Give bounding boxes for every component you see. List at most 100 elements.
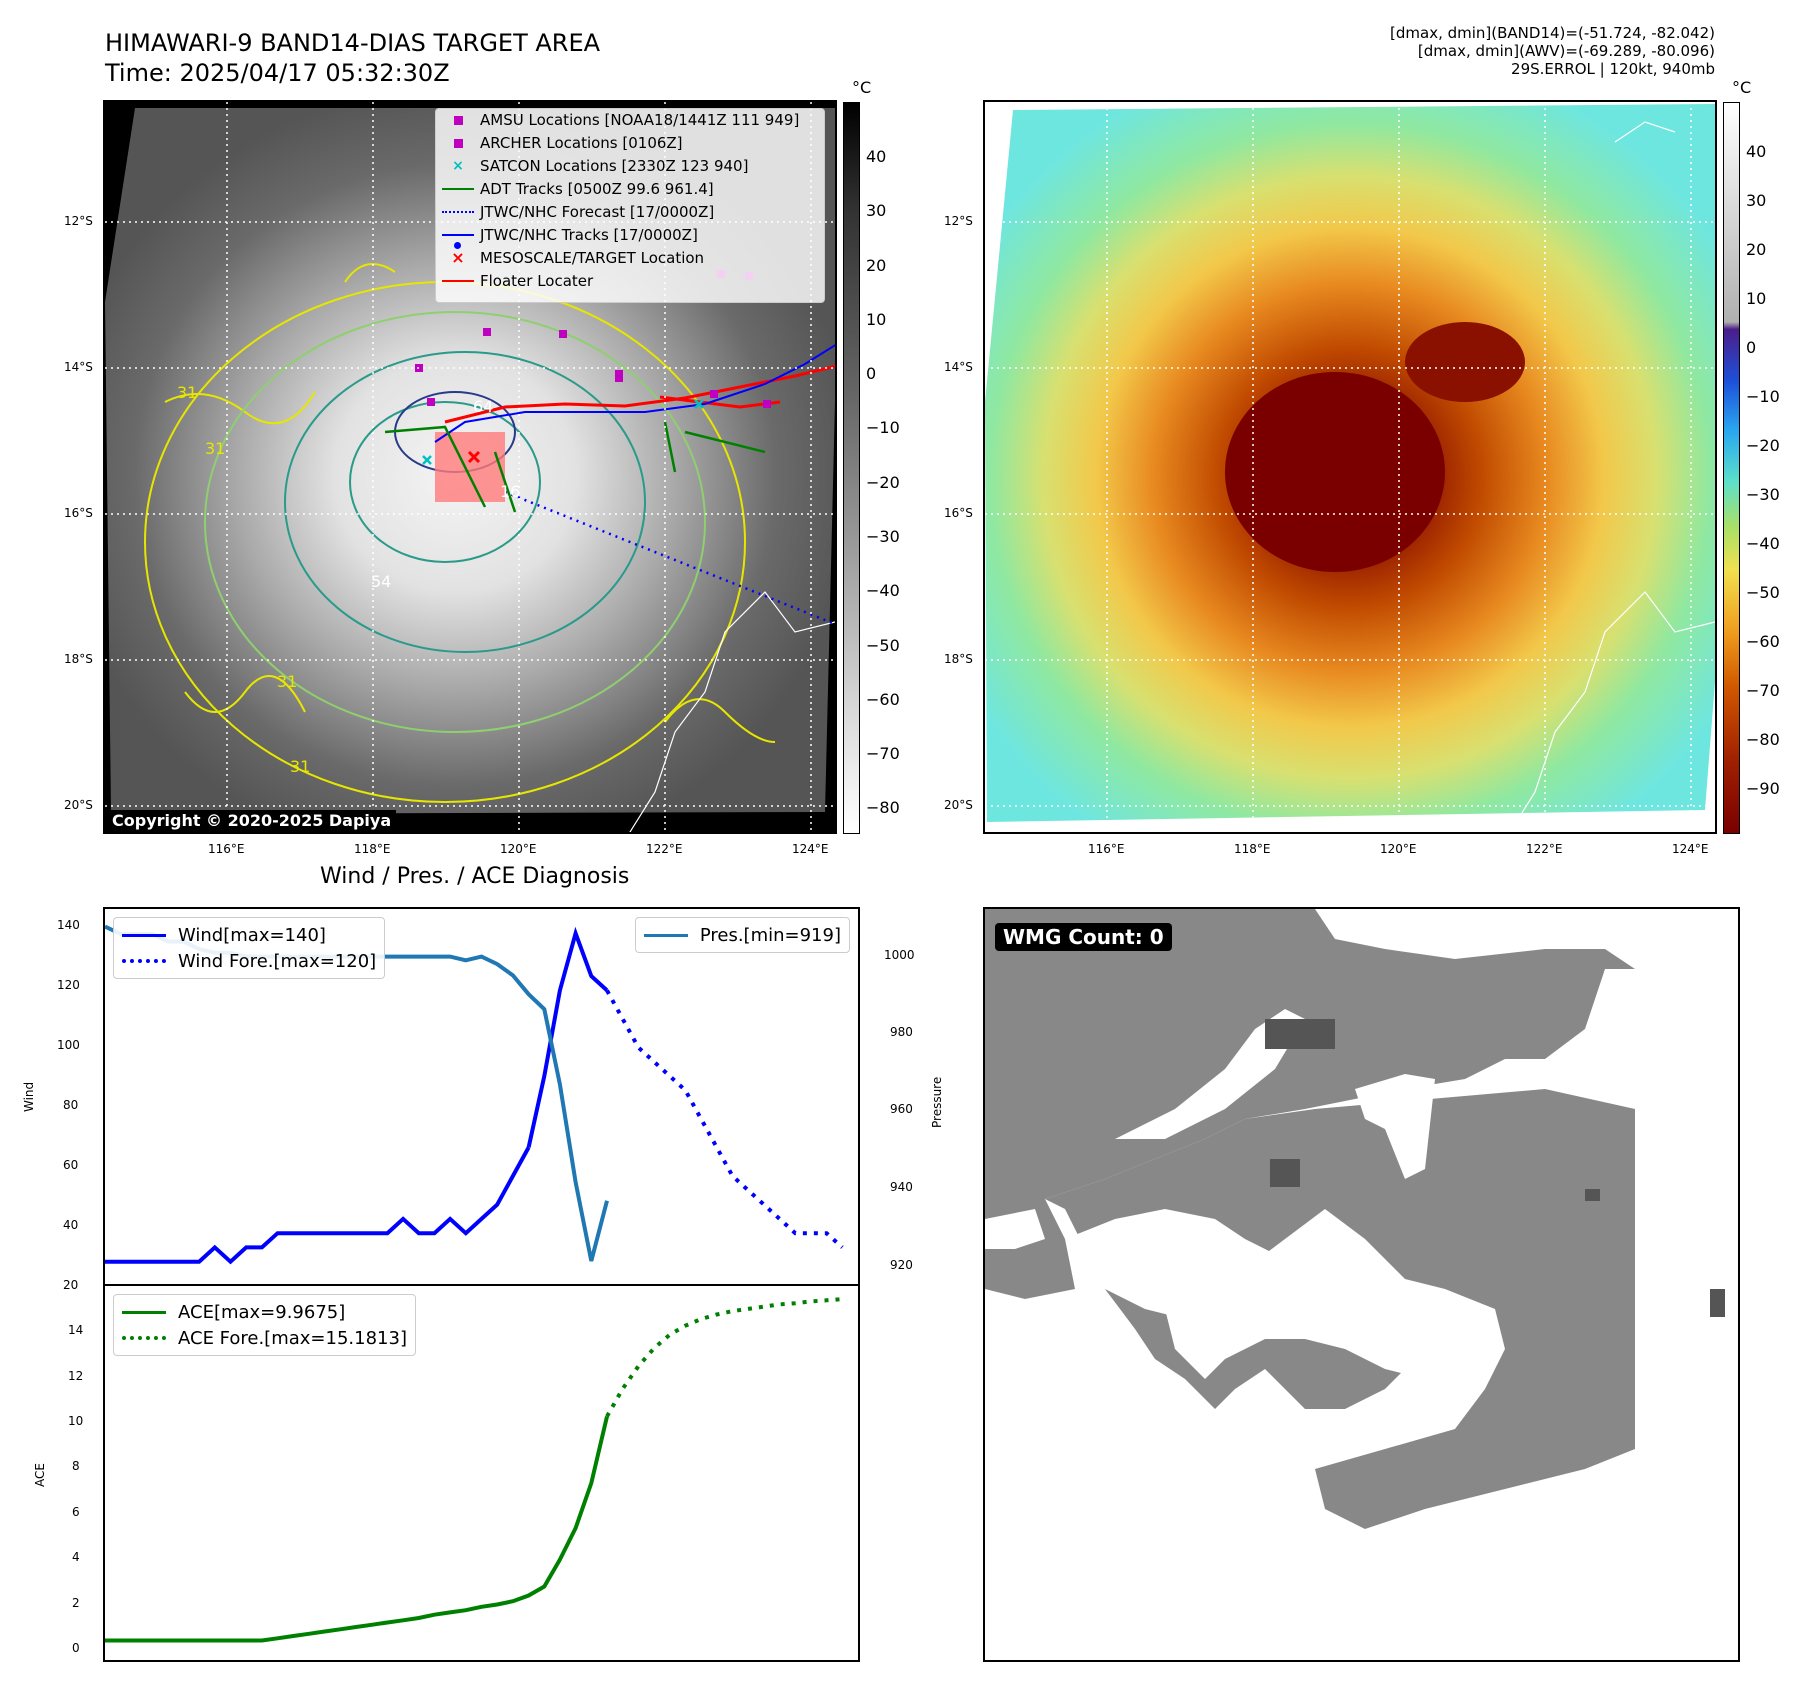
wind-tick: 140 [57, 918, 80, 932]
colorbar-tick: −90 [1746, 779, 1780, 798]
legend-label: SATCON Locations [2330Z 123 940] [480, 157, 749, 176]
ace-legend: ACE[max=9.9675] ACE Fore.[max=15.1813] [113, 1294, 416, 1356]
stats-storm: 29S.ERROL | 120kt, 940mb [1511, 60, 1715, 78]
lat-tick: 20°S [944, 798, 973, 812]
colorbar-tick: 10 [866, 310, 887, 329]
legend-label: ACE Fore.[max=15.1813] [178, 1327, 407, 1349]
lon-tick: 116°E [1088, 842, 1125, 856]
contour-label: 54 [371, 572, 391, 591]
wind-tick: 120 [57, 978, 80, 992]
legend-label: ADT Tracks [0500Z 99.6 961.4] [480, 180, 714, 199]
wind-tick: 40 [63, 1218, 79, 1232]
lat-tick: 12°S [944, 214, 973, 228]
legend-label: ACE[max=9.9675] [178, 1301, 346, 1323]
lon-tick: 122°E [1526, 842, 1563, 856]
colorbar-tick: −10 [1746, 387, 1780, 406]
legend-label: JTWC/NHC Forecast [17/0000Z] [480, 203, 715, 221]
x-marker-icon: × [452, 158, 464, 175]
ace-tick: 8 [72, 1459, 80, 1473]
wind-series-line [526, 926, 609, 1148]
colorbar-unit: °C [852, 78, 872, 97]
pressure-tick: 980 [890, 1025, 913, 1039]
title-line-2: Time: 2025/04/17 05:32:30Z [105, 59, 450, 87]
lat-tick: 14°S [944, 360, 973, 374]
ace-tick: 0 [72, 1641, 80, 1655]
awv-map-image [985, 102, 1715, 832]
colorbar-tick: 0 [866, 364, 877, 383]
lat-tick: 20°S [64, 798, 93, 812]
wind-series-line [105, 1146, 531, 1265]
wmg-panel: WMG Count: 0 [983, 907, 1740, 1662]
colorbar-tick: 10 [1746, 289, 1767, 308]
solid-line-icon [122, 1310, 166, 1314]
wind-series-line [605, 989, 844, 1249]
dotted-line-icon [122, 959, 166, 963]
line-dot-icon [436, 233, 480, 249]
colorbar-tick: −20 [1746, 436, 1780, 455]
legend-label: JTWC/NHC Tracks [17/0000Z] [480, 225, 698, 244]
pressure-tick: 920 [890, 1258, 913, 1272]
ace-tick: 12 [68, 1369, 84, 1383]
colorbar-tick: −60 [1746, 632, 1780, 651]
legend-item-wind: Wind[max=140] [122, 922, 376, 948]
ace-tick: 2 [72, 1596, 80, 1610]
lon-tick: 118°E [354, 842, 391, 856]
colorbar-tick: −50 [1746, 583, 1780, 602]
wind-tick: 60 [63, 1158, 79, 1172]
legend-label: ARCHER Locations [0106Z] [480, 134, 683, 153]
colorbar-tick: 30 [866, 201, 887, 220]
legend-item-floater: Floater Locater [436, 269, 824, 292]
copyright-label: Copyright © 2020-2025 Dapiya [107, 810, 397, 831]
pressure-axis-label: Pressure [930, 1076, 944, 1128]
colorbar-unit: °C [1732, 78, 1752, 97]
colorbar-right [1723, 102, 1740, 834]
legend-item-jtwc-tracks: JTWC/NHC Tracks [17/0000Z] [436, 223, 824, 249]
colorbar-tick: −70 [866, 744, 900, 763]
lon-tick: 118°E [1234, 842, 1271, 856]
legend-label: Wind Fore.[max=120] [178, 950, 377, 972]
colorbar-tick: 40 [1746, 142, 1767, 161]
ace-series-line [605, 1297, 843, 1418]
colorbar-tick: −10 [866, 418, 900, 437]
colorbar-tick: −80 [866, 798, 900, 817]
legend-label: MESOSCALE/TARGET Location [480, 248, 705, 267]
lat-tick: 16°S [944, 506, 973, 520]
graticule [985, 102, 1715, 832]
contour-label: 16 [500, 482, 520, 501]
solid-line-icon [122, 933, 166, 937]
legend-item-wind-fore: Wind Fore.[max=120] [122, 948, 376, 974]
contour-label: 31 [290, 757, 310, 776]
legend-item-pressure: Pres.[min=919] [643, 922, 841, 948]
lat-tick: 18°S [64, 652, 93, 666]
colorbar-left [843, 102, 860, 834]
dotted-line-icon [122, 1336, 166, 1340]
legend-item-archer: ARCHER Locations [0106Z] [436, 132, 824, 155]
wind-axis-label: Wind [22, 1081, 36, 1112]
solid-line-icon [643, 933, 688, 937]
diagnosis-title: Wind / Pres. / ACE Diagnosis [320, 864, 630, 889]
line-marker-icon [436, 188, 480, 191]
lon-tick: 120°E [1380, 842, 1417, 856]
contour-label: 31 [277, 672, 297, 691]
legend-item-adt: ADT Tracks [0500Z 99.6 961.4] [436, 178, 824, 201]
pressure-tick: 1000 [884, 948, 915, 962]
lat-tick: 16°S [64, 506, 93, 520]
legend-label: Pres.[min=919] [699, 924, 841, 946]
colorbar-tick: −70 [1746, 681, 1780, 700]
lat-tick: 12°S [64, 214, 93, 228]
contour-label: 31 [177, 383, 197, 402]
square-marker-icon [436, 138, 480, 148]
wind-legend: Wind[max=140] Wind Fore.[max=120] [113, 917, 386, 979]
colorbar-tick: −20 [866, 473, 900, 492]
lon-tick: 122°E [646, 842, 683, 856]
colorbar-tick: −40 [1746, 534, 1780, 553]
contour-label: 31 [205, 439, 225, 458]
lon-tick: 124°E [792, 842, 829, 856]
colorbar-tick: −50 [866, 636, 900, 655]
wmg-image [985, 909, 1725, 1529]
colorbar-tick: 0 [1746, 338, 1757, 357]
contour-labels: 64 16 54 31 31 31 31 [177, 383, 520, 776]
stats-block: [dmax, dmin](BAND14)=(-51.724, -82.042) … [1390, 24, 1715, 78]
ir-map-panel: 64 16 54 31 31 31 31 AMSU Locations [NOA… [103, 100, 837, 834]
lat-tick: 18°S [944, 652, 973, 666]
